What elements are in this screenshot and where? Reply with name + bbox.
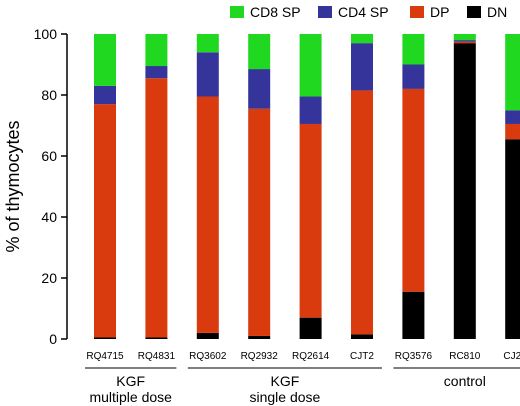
bar-segment-cd4-sp: [145, 66, 168, 79]
group-label: control: [444, 373, 486, 389]
bar-segment-cd8-sp: [196, 34, 219, 53]
bar-segment-dn: [145, 337, 168, 339]
legend-swatch-dp: [410, 6, 424, 18]
y-tick-label: 100: [34, 26, 58, 42]
x-tick-label: CJ2G: [503, 351, 520, 362]
bar-segment-cd8-sp: [299, 34, 322, 97]
bar-segment-dp: [94, 104, 116, 338]
bar-segment-dp: [196, 96, 219, 333]
bar-segment-cd4-sp: [505, 110, 520, 124]
x-tick-label: RQ2614: [292, 351, 330, 362]
bar-segment-dn: [94, 337, 116, 339]
x-tick-labels: RQ4715 RQ4831 RQ3602 RQ2932 RQ2614 CJT2 RQ3576…: [86, 351, 520, 362]
x-tick-label: RQ4831: [138, 351, 176, 362]
bar-segment-dp: [248, 108, 271, 336]
legend-swatch-dn: [467, 6, 481, 18]
group-label: KGF: [271, 373, 300, 389]
y-tick-label: 20: [41, 270, 57, 286]
bar-segment-dp: [351, 90, 373, 335]
bar-segment-cd8-sp: [402, 34, 425, 65]
bar-segment-cd4-sp: [351, 43, 373, 91]
x-tick-label: RC810: [449, 351, 481, 362]
legend-label-cd4-sp: CD4 SP: [338, 4, 389, 20]
x-tick-label: RQ3576: [395, 351, 433, 362]
bar-segment-dn: [402, 291, 425, 339]
x-tick-label: RQ3602: [189, 351, 227, 362]
legend-label-dp: DP: [430, 4, 449, 20]
bar-segment-cd8-sp: [145, 34, 168, 67]
bar-segment-dn: [196, 332, 219, 339]
bar-segment-dp: [402, 88, 425, 292]
x-tick-label: RQ2932: [241, 351, 279, 362]
bar-segment-cd4-sp: [196, 52, 219, 97]
legend-swatch-cd4-sp: [318, 6, 332, 18]
bar-segment-cd8-sp: [351, 34, 373, 44]
group-sublabel: single dose: [249, 389, 320, 405]
y-tick-label: 60: [41, 148, 57, 164]
bar-segment-dp: [145, 78, 168, 338]
bar-segment-dp: [505, 123, 520, 140]
y-tick-label: 40: [41, 209, 57, 225]
bar-segment-dn: [453, 43, 476, 340]
legend-swatch-cd8-sp: [230, 6, 244, 18]
legend-label-dn: DN: [487, 4, 507, 20]
y-axis: 0 20 40 60 80 100: [34, 26, 68, 347]
bar-segment-cd4-sp: [453, 40, 476, 42]
bars: [94, 34, 520, 340]
bar-segment-dn: [351, 334, 373, 339]
bar-segment-cd4-sp: [248, 69, 271, 109]
y-axis-label: % of thymocytes: [3, 120, 23, 252]
bar-segment-cd4-sp: [402, 64, 425, 89]
legend: CD8 SP CD4 SP DP DN: [230, 4, 507, 20]
bar-segment-cd4-sp: [299, 96, 322, 124]
bar-segment-dp: [299, 123, 322, 318]
bar-segment-cd8-sp: [248, 34, 271, 70]
bar-segment-dn: [505, 139, 520, 339]
bar-segment-cd8-sp: [453, 34, 476, 41]
bar-segment-dn: [299, 317, 322, 339]
bar-segment-cd4-sp: [94, 85, 116, 105]
bar-segment-cd8-sp: [94, 34, 116, 86]
bar-segment-cd8-sp: [505, 34, 520, 111]
bar-segment-dp: [453, 41, 476, 44]
y-tick-label: 80: [41, 87, 57, 103]
group-label: KGF: [116, 373, 145, 389]
group-sublabel: multiple dose: [89, 389, 172, 405]
y-tick-label: 0: [49, 331, 57, 347]
x-tick-label: CJT2: [350, 351, 374, 362]
legend-label-cd8-sp: CD8 SP: [250, 4, 301, 20]
x-tick-label: RQ4715: [86, 351, 124, 362]
bar-segment-dn: [248, 335, 271, 339]
